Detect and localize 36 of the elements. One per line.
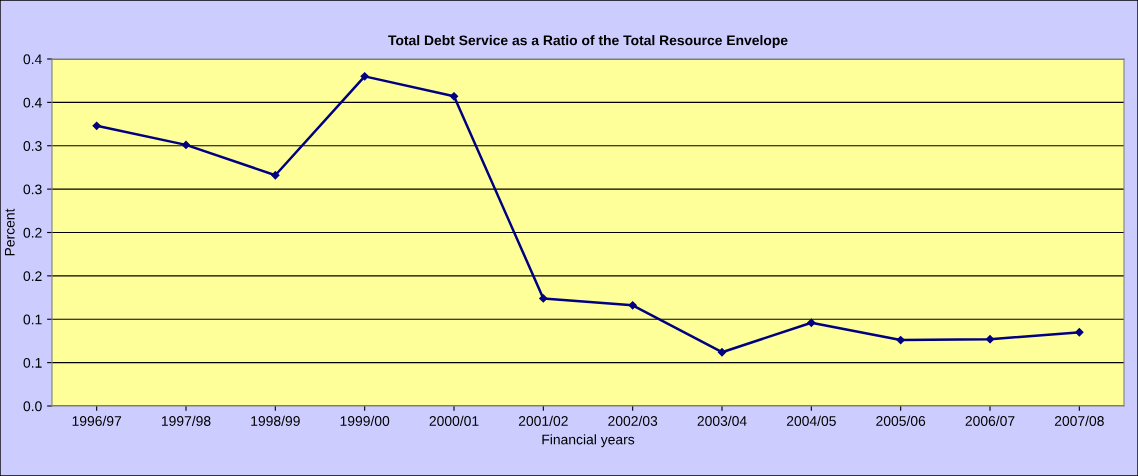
x-tick-label: 1997/98 <box>161 415 211 426</box>
y-tick-label: 0.2 <box>23 271 42 282</box>
y-tick-label: 0.4 <box>23 54 42 65</box>
x-tick-label: 2006/07 <box>965 415 1015 426</box>
y-axis-title: Percent <box>4 208 15 256</box>
y-tick-label: 0.3 <box>23 141 42 151</box>
x-tick-label: 2007/08 <box>1054 415 1104 426</box>
point <box>628 301 637 310</box>
point <box>985 335 995 344</box>
x-tick-label: 2004/05 <box>786 415 836 426</box>
y-tick-label: 0.1 <box>23 314 42 325</box>
x-tick-label: 2001/02 <box>518 415 568 426</box>
point <box>539 294 548 303</box>
chart-title: Total Debt Service as a Ratio of the Total Resource Envelope <box>388 35 788 48</box>
y-tick-label: 0.1 <box>23 357 42 368</box>
point <box>181 140 191 150</box>
x-tick-label: 2000/01 <box>429 415 479 426</box>
x-tick-label: 2005/06 <box>876 415 926 426</box>
point <box>1075 328 1084 337</box>
y-tick-label: 0.2 <box>23 227 42 238</box>
x-tick-label: 1996/97 <box>72 415 122 426</box>
x-tick-label: 1999/00 <box>340 415 390 426</box>
y-tick-label: 0.4 <box>23 97 42 108</box>
point <box>896 335 905 345</box>
x-tick-label: 2003/04 <box>697 415 747 426</box>
x-tick-label: 1998/99 <box>251 415 300 426</box>
point <box>807 318 816 327</box>
y-tick-label: 0.3 <box>23 184 42 195</box>
point <box>271 171 280 180</box>
point <box>449 92 459 101</box>
x-axis-title: Financial years <box>542 434 635 448</box>
point <box>717 348 727 357</box>
x-tick-label: 2002/03 <box>608 415 658 426</box>
y-tick-label: 0.0 <box>23 401 42 412</box>
point <box>92 121 101 130</box>
point <box>360 72 369 81</box>
